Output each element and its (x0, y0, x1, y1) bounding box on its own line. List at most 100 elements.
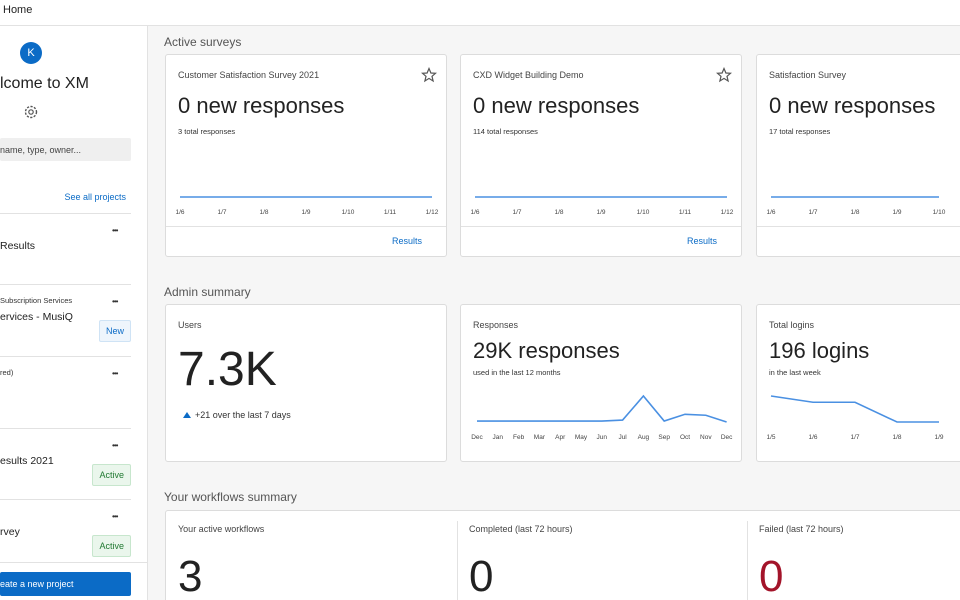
x-tick-label: Feb (513, 434, 525, 441)
card-title: CXD Widget Building Demo (473, 69, 584, 80)
card-headline: 0 new responses (473, 92, 640, 118)
divider (0, 284, 131, 285)
x-tick-label: 1/8 (850, 209, 859, 216)
x-tick-label: 1/6 (470, 209, 479, 216)
project-menu[interactable]: ••• (112, 226, 118, 236)
project-name[interactable]: esults 2021 (0, 454, 54, 467)
x-tick-label: 1/7 (808, 209, 817, 216)
divider (0, 562, 147, 563)
project-menu[interactable]: ••• (112, 441, 118, 451)
project-name[interactable]: ervices - MusiQ (0, 310, 73, 323)
workflows-card: Your active workflows 3 Completed (last 72… (165, 510, 960, 600)
card-headline: 0 new responses (178, 92, 345, 118)
data-line (770, 395, 939, 423)
x-tick-label: 1/10 (637, 209, 650, 216)
card-title: Satisfaction Survey (769, 69, 847, 80)
search-box[interactable]: name, type, owner... (0, 138, 131, 161)
line-chart: 1/5 1/6 1/7 1/8 1/9 (766, 395, 944, 441)
x-tick-label: Dec (721, 434, 733, 441)
line-chart: 1/6 1/7 1/8 1/9 1/10 (766, 196, 946, 216)
x-tick-label: 1/7 (512, 209, 521, 216)
workflow-value: 0 (759, 551, 784, 600)
x-tick-label: 1/8 (554, 209, 563, 216)
x-tick-label: 1/7 (217, 209, 226, 216)
workflow-label: Completed (last 72 hours) (469, 523, 573, 534)
project-name[interactable]: Results (0, 239, 36, 252)
divider (0, 428, 131, 429)
users-card: Users 7.3K +21 over the last 7 days (165, 304, 447, 462)
avatar: K (20, 42, 42, 64)
project-badge: Active (92, 464, 131, 486)
create-project-button[interactable]: eate a new project (0, 572, 131, 596)
line-chart: 1/6 1/7 1/8 1/9 1/10 1/11 1/12 (470, 196, 734, 216)
card-headline: 196 logins (769, 337, 870, 363)
x-tick-label: Oct (680, 434, 690, 441)
column-divider (457, 521, 458, 600)
survey-card: CXD Widget Building Demo 0 new responses 1… (460, 54, 742, 257)
x-tick-label: 1/5 (766, 434, 775, 441)
project-subtitle: red) (0, 367, 14, 377)
x-tick-label: 1/8 (892, 434, 901, 441)
section-heading: Admin summary (164, 284, 251, 299)
project-menu[interactable]: ••• (112, 369, 118, 379)
workflow-value: 0 (469, 551, 494, 600)
see-all-link[interactable]: See all projects (64, 191, 126, 202)
card-headline: 29K responses (473, 337, 620, 363)
x-tick-label: Aug (638, 434, 650, 441)
project-badge: Active (92, 535, 131, 557)
card-footer-divider (757, 226, 960, 227)
results-link[interactable]: Results (686, 235, 717, 246)
welcome-text: lcome to XM (0, 75, 89, 93)
project-subtitle: Subscription Services (0, 295, 73, 305)
users-change: +21 over the last 7 days (195, 409, 291, 420)
column-divider (747, 521, 748, 600)
x-tick-label: 1/10 (342, 209, 355, 216)
x-tick-label: 1/9 (892, 209, 901, 216)
x-tick-label: 1/6 (766, 209, 775, 216)
workflow-label: Failed (last 72 hours) (759, 523, 844, 534)
x-tick-label: Dec (471, 434, 483, 441)
x-tick-label: 1/6 (175, 209, 184, 216)
card-subtext: 114 total responses (473, 126, 538, 136)
x-tick-label: 1/10 (933, 209, 946, 216)
logins-card: Total logins 196 logins in the last week 1/… (756, 304, 960, 462)
x-tick-label: 1/9 (301, 209, 310, 216)
project-menu[interactable]: ••• (112, 297, 118, 307)
responses-card: Responses 29K responses used in the last 1… (460, 304, 742, 462)
button-label: eate a new project (0, 578, 74, 589)
x-tick-label: Jul (618, 434, 627, 441)
x-tick-label: 1/11 (384, 209, 397, 216)
x-tick-label: 1/12 (426, 209, 439, 216)
x-tick-label: 1/6 (808, 434, 817, 441)
card-subtext: 17 total responses (769, 126, 831, 136)
settings-icon[interactable] (22, 103, 40, 121)
project-menu[interactable]: ••• (112, 512, 118, 522)
card-title: Users (178, 319, 202, 330)
card-title: Total logins (769, 319, 815, 330)
workflow-value: 3 (178, 551, 203, 600)
favorite-star[interactable] (421, 67, 437, 83)
x-tick-label: Sep (658, 434, 670, 441)
section-heading: Your workflows summary (164, 489, 297, 504)
x-tick-label: 1/8 (259, 209, 268, 216)
main-area: Active surveys Customer Satisfaction Surv… (148, 26, 960, 600)
favorite-star[interactable] (716, 67, 732, 83)
x-tick-label: 1/9 (934, 434, 943, 441)
card-title: Customer Satisfaction Survey 2021 (178, 69, 320, 80)
users-value: 7.3K (178, 343, 277, 397)
x-tick-label: May (575, 434, 588, 441)
divider (0, 356, 131, 357)
x-tick-label: Jun (597, 434, 608, 441)
card-subtext: used in the last 12 months (473, 367, 561, 377)
page-title: Home (3, 4, 33, 16)
search-placeholder: name, type, owner... (0, 144, 82, 155)
arrow-shape (183, 412, 191, 418)
line-chart: 1/6 1/7 1/8 1/9 1/10 1/11 1/12 (175, 196, 439, 216)
x-tick-label: 1/11 (679, 209, 692, 216)
x-tick-label: 1/9 (596, 209, 605, 216)
up-arrow (183, 412, 191, 418)
results-link[interactable]: Results (391, 235, 422, 246)
line-chart: Dec Jan Feb Mar Apr May Jun Jul Aug Sep Oct Nov Dec (471, 394, 733, 441)
project-name[interactable]: rvey (0, 525, 20, 538)
